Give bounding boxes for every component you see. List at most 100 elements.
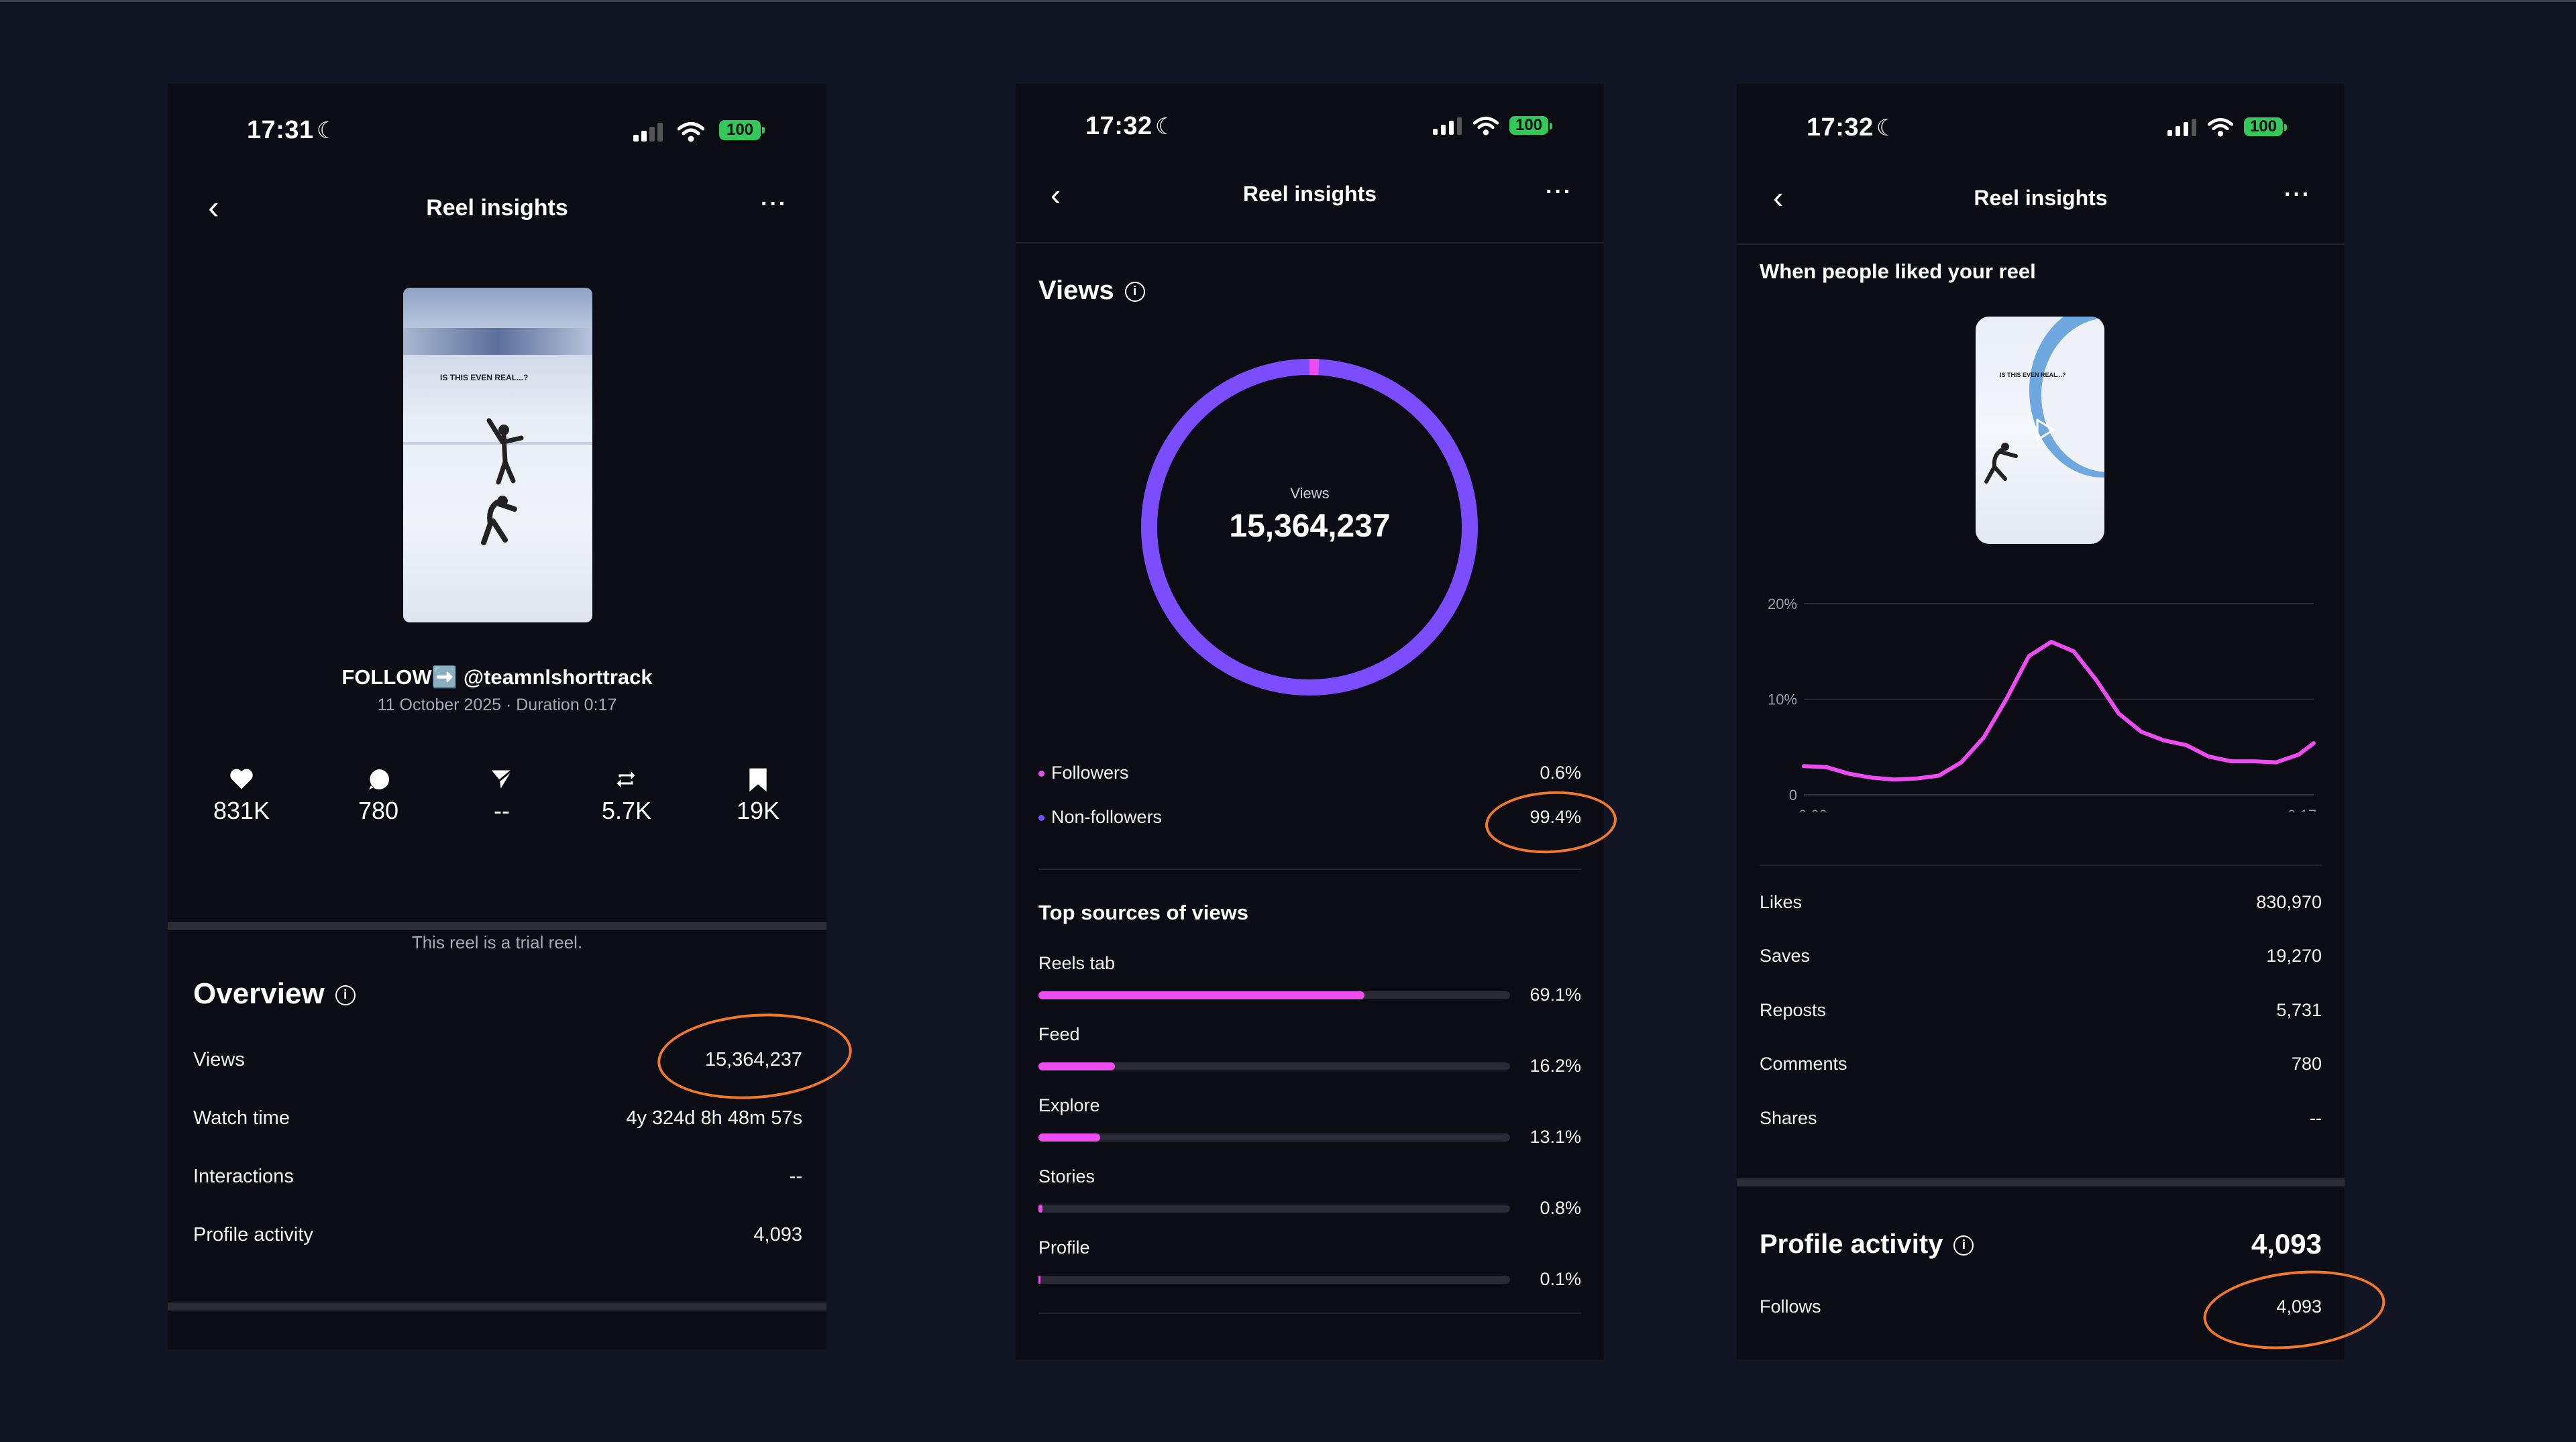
y-tick-label: 0 — [1789, 787, 1797, 803]
views-value: 15,364,237 — [704, 1049, 802, 1070]
back-button[interactable]: ‹ — [1773, 180, 1784, 215]
more-button[interactable]: ··· — [761, 191, 788, 217]
rink-banner — [403, 328, 592, 355]
shares-count: -- — [494, 797, 510, 824]
source-bar-fill — [1038, 1133, 1101, 1142]
legend-followers-value: 0.6% — [1540, 763, 1581, 783]
legend-followers: Followers — [1038, 763, 1129, 783]
repost-icon — [616, 771, 635, 787]
source-bar — [1038, 1062, 1510, 1070]
comments-label: Comments — [1760, 1054, 1847, 1074]
source-bar-fill — [1038, 1205, 1042, 1213]
ring-label: Views — [1290, 485, 1330, 502]
non-followers-dot — [1038, 815, 1044, 822]
play-icon[interactable] — [2029, 416, 2057, 444]
y-tick-label: 10% — [1768, 691, 1797, 708]
views-ring-chart — [1141, 359, 1478, 696]
x-tick-label: 0:17 — [2288, 807, 2316, 812]
back-button[interactable]: ‹ — [1051, 177, 1061, 212]
info-icon[interactable]: i — [1124, 282, 1145, 302]
watch-time-label: Watch time — [193, 1107, 290, 1129]
nav-title: Reel insights — [1242, 182, 1377, 206]
signal-icon — [2167, 119, 2196, 136]
section-divider — [1038, 869, 1581, 870]
y-tick-label: 20% — [1768, 596, 1797, 612]
shares-label: Shares — [1760, 1108, 1817, 1128]
likes-count: 831K — [213, 797, 270, 824]
source-value: 16.2% — [1529, 1056, 1581, 1076]
saves-value: 19,270 — [2266, 946, 2322, 966]
follows-value: 4,093 — [2276, 1296, 2322, 1317]
reel-thumbnail-small[interactable]: IS THIS EVEN REAL...? — [1976, 317, 2104, 544]
section-divider — [168, 1302, 826, 1311]
screen-likes-timeline: 17:32 ☾ 100 ‹ Reel insights ··· When peop… — [1737, 84, 2345, 1360]
source-bar-fill — [1038, 1062, 1115, 1070]
watch-time-value: 4y 324d 8h 48m 57s — [626, 1107, 802, 1129]
source-bar-fill — [1038, 991, 1364, 999]
comment-icon — [369, 769, 389, 789]
screen-reel-overview: 17:31 ☾ 100 ‹ Reel insights ··· IS THIS E… — [168, 84, 826, 1349]
skater-figure — [1984, 443, 2018, 484]
profile-activity-title: Profile activity i — [1760, 1229, 1974, 1260]
likes-line-chart: 20% 10% 00:00 0:17 — [1768, 596, 2316, 812]
interactions-label: Interactions — [193, 1166, 294, 1187]
shares-value: -- — [2310, 1108, 2322, 1128]
wifi-icon — [2208, 117, 2233, 137]
moon-icon: ☾ — [316, 118, 337, 144]
source-label: Reels tab — [1038, 953, 1116, 973]
source-bar — [1038, 1276, 1510, 1284]
reel-meta: 11 October 2025 · Duration 0:17 — [377, 696, 617, 714]
profile-activity-value: 4,093 — [753, 1224, 802, 1245]
interactions-value: -- — [789, 1166, 802, 1187]
saves-count: 19K — [736, 797, 780, 824]
screen-views-breakdown: 17:32 ☾ 100 ‹ Reel insights ··· Views i Vi… — [1016, 84, 1604, 1360]
moon-icon: ☾ — [1155, 114, 1176, 140]
section-divider — [1038, 1313, 1581, 1314]
source-bar-fill — [1038, 1276, 1040, 1284]
profile-activity-label: Profile activity — [193, 1224, 313, 1245]
back-button[interactable]: ‹ — [208, 188, 219, 226]
nav-divider — [1016, 242, 1604, 243]
rink-line — [403, 442, 592, 445]
more-button[interactable]: ··· — [1546, 179, 1572, 205]
likes-value: 830,970 — [2256, 892, 2322, 912]
nav-title: Reel insights — [1974, 186, 2108, 210]
reel-caption[interactable]: FOLLOW➡️ @teamnlshorttrack — [341, 665, 653, 689]
ring-followers — [1141, 359, 1478, 696]
section-divider — [1737, 1178, 2345, 1186]
source-bar — [1038, 1205, 1510, 1213]
more-button[interactable]: ··· — [2284, 182, 2311, 207]
section-divider — [168, 922, 826, 930]
info-icon[interactable]: i — [1953, 1235, 1974, 1256]
reel-thumbnail[interactable]: IS THIS EVEN REAL...? — [403, 288, 592, 622]
status-time: 17:31 ☾ — [247, 116, 337, 144]
status-time: 17:32 ☾ — [1807, 113, 1897, 142]
skater-figures — [481, 418, 524, 545]
source-bar — [1038, 991, 1510, 999]
source-value: 69.1% — [1529, 985, 1581, 1005]
moon-icon: ☾ — [1876, 115, 1897, 141]
bookmark-icon — [749, 768, 767, 792]
legend-non-followers: Non-followers — [1038, 807, 1162, 828]
battery-indicator: 100 — [719, 120, 765, 140]
wifi-icon — [1473, 116, 1499, 135]
nav-divider — [1737, 243, 2345, 245]
top-divider — [0, 0, 2576, 2]
reposts-count: 5.7K — [601, 797, 652, 824]
profile-activity-total: 4,093 — [2251, 1228, 2322, 1260]
likes-label: Likes — [1760, 892, 1803, 912]
legend-non-followers-value: 99.4% — [1529, 807, 1581, 827]
reposts-value: 5,731 — [2276, 1000, 2322, 1020]
overview-title: Overview i — [193, 977, 356, 1011]
nav-title: Reel insights — [426, 195, 568, 221]
saves-label: Saves — [1760, 946, 1811, 966]
ring-total: 15,364,237 — [1229, 508, 1391, 544]
comments-count: 780 — [358, 797, 399, 824]
info-icon[interactable]: i — [335, 985, 356, 1006]
x-tick-label: 0:00 — [1799, 807, 1827, 812]
source-label: Profile — [1038, 1237, 1090, 1258]
follows-label: Follows — [1760, 1296, 1821, 1317]
views-title: Views i — [1038, 276, 1145, 306]
heart-icon — [230, 769, 253, 789]
section-divider — [1760, 865, 2322, 866]
